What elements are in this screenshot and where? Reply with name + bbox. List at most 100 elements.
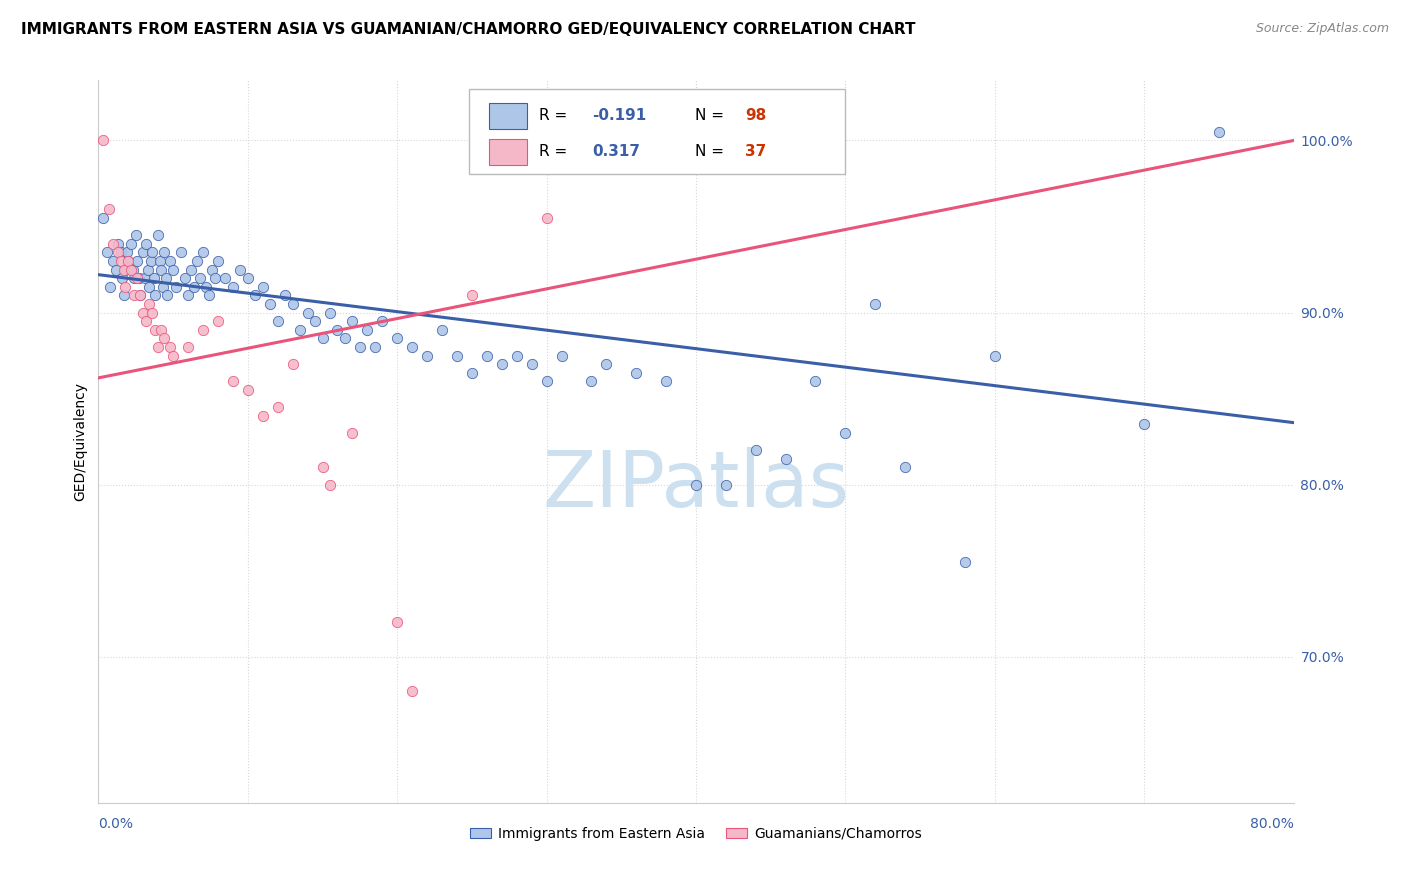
- Point: [595, 357, 617, 371]
- Point: [110, 253, 132, 268]
- Point: [520, 357, 543, 371]
- Point: [183, 279, 205, 293]
- Point: [236, 271, 259, 285]
- Point: [333, 331, 356, 345]
- Text: 98: 98: [745, 108, 766, 123]
- Point: [274, 288, 297, 302]
- Legend: Immigrants from Eastern Asia, Guamanians/Chamorros: Immigrants from Eastern Asia, Guamanians…: [465, 822, 927, 847]
- Point: [114, 279, 136, 293]
- Point: [148, 228, 170, 243]
- Point: [342, 314, 364, 328]
- Point: [110, 245, 132, 260]
- Point: [195, 279, 218, 293]
- Point: [159, 340, 181, 354]
- Point: [536, 211, 558, 225]
- Point: [685, 477, 707, 491]
- Point: [148, 340, 170, 354]
- Point: [865, 297, 887, 311]
- Point: [129, 288, 152, 302]
- Point: [112, 288, 135, 302]
- Text: IMMIGRANTS FROM EASTERN ASIA VS GUAMANIAN/CHAMORRO GED/EQUIVALENCY CORRELATION C: IMMIGRANTS FROM EASTERN ASIA VS GUAMANIA…: [21, 22, 915, 37]
- Point: [430, 323, 453, 337]
- Point: [311, 460, 333, 475]
- Point: [834, 425, 856, 440]
- Point: [124, 288, 146, 302]
- Point: [96, 245, 118, 260]
- Point: [91, 211, 114, 225]
- Point: [152, 279, 174, 293]
- Text: -0.191: -0.191: [592, 108, 647, 123]
- Point: [198, 288, 221, 302]
- Text: 0.317: 0.317: [592, 145, 640, 160]
- Text: R =: R =: [540, 108, 572, 123]
- Point: [135, 314, 157, 328]
- Point: [385, 331, 409, 345]
- Point: [984, 349, 1007, 363]
- Point: [97, 202, 120, 217]
- Point: [371, 314, 394, 328]
- Point: [174, 271, 197, 285]
- Point: [745, 443, 768, 458]
- Point: [326, 323, 349, 337]
- Point: [186, 253, 208, 268]
- Point: [1208, 125, 1230, 139]
- Point: [143, 323, 166, 337]
- Point: [416, 349, 439, 363]
- Text: 0.0%: 0.0%: [98, 816, 134, 830]
- Y-axis label: GED/Equivalency: GED/Equivalency: [73, 382, 87, 501]
- Text: 37: 37: [745, 145, 766, 160]
- Point: [252, 409, 274, 423]
- Point: [281, 297, 304, 311]
- Text: R =: R =: [540, 145, 572, 160]
- Point: [165, 279, 187, 293]
- Point: [1133, 417, 1156, 432]
- Point: [98, 279, 122, 293]
- Point: [461, 366, 484, 380]
- Text: N =: N =: [695, 108, 728, 123]
- Point: [626, 366, 648, 380]
- Point: [222, 375, 245, 389]
- FancyBboxPatch shape: [489, 103, 527, 128]
- Point: [159, 253, 181, 268]
- Point: [349, 340, 371, 354]
- Point: [288, 323, 311, 337]
- Point: [155, 271, 177, 285]
- Point: [953, 555, 976, 569]
- Point: [111, 271, 134, 285]
- Point: [139, 253, 162, 268]
- Point: [138, 279, 160, 293]
- Point: [150, 323, 173, 337]
- Point: [304, 314, 326, 328]
- Point: [319, 305, 342, 319]
- Point: [132, 245, 155, 260]
- Point: [311, 331, 333, 345]
- Point: [804, 375, 827, 389]
- Point: [128, 271, 150, 285]
- Point: [142, 271, 165, 285]
- Point: [222, 279, 245, 293]
- Point: [775, 451, 797, 466]
- Point: [236, 383, 259, 397]
- Point: [150, 262, 173, 277]
- Point: [581, 375, 603, 389]
- Point: [141, 305, 163, 319]
- Point: [120, 236, 142, 251]
- Point: [356, 323, 378, 337]
- Point: [297, 305, 319, 319]
- Text: N =: N =: [695, 145, 728, 160]
- Point: [153, 245, 176, 260]
- Point: [149, 253, 172, 268]
- FancyBboxPatch shape: [470, 89, 845, 174]
- Point: [245, 288, 267, 302]
- Text: ZIPatlas: ZIPatlas: [543, 447, 849, 523]
- Text: 80.0%: 80.0%: [1250, 816, 1294, 830]
- Text: Source: ZipAtlas.com: Source: ZipAtlas.com: [1256, 22, 1389, 36]
- Point: [156, 288, 179, 302]
- Point: [177, 288, 200, 302]
- FancyBboxPatch shape: [489, 139, 527, 165]
- Point: [121, 262, 143, 277]
- Point: [162, 349, 184, 363]
- Point: [107, 245, 129, 260]
- Point: [125, 228, 148, 243]
- Point: [894, 460, 917, 475]
